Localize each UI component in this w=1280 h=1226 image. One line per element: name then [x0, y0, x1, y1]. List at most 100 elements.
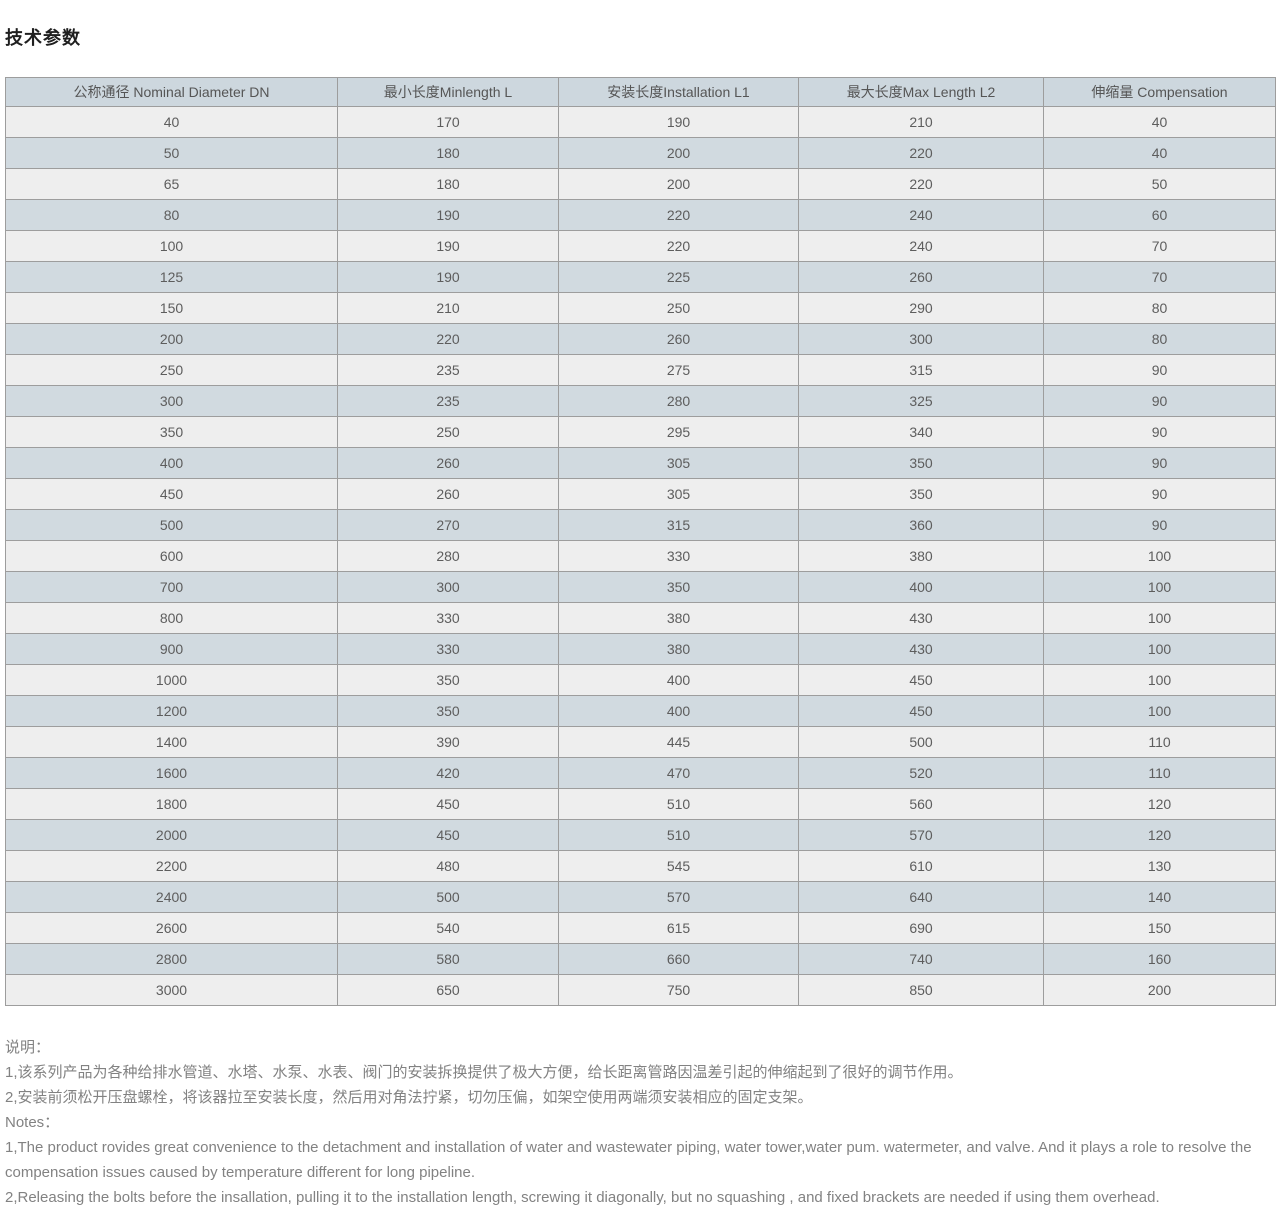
table-cell: 100 — [1043, 540, 1276, 572]
notes-cn-item-2: 2,安装前须松开压盘螺栓，将该器拉至安装长度，然后用对角法拧紧，切勿压偏，如架空… — [5, 1089, 813, 1106]
table-cell: 235 — [337, 385, 559, 417]
table-cell: 280 — [558, 385, 799, 417]
table-cell: 420 — [337, 757, 559, 789]
table-cell: 280 — [337, 540, 559, 572]
table-cell: 180 — [337, 168, 559, 200]
table-row: 150 210 250 290 80 — [5, 292, 1276, 324]
table-cell: 1000 — [5, 664, 338, 696]
table-cell: 380 — [558, 602, 799, 634]
table-cell: 510 — [558, 819, 799, 851]
table-cell: 250 — [5, 354, 338, 386]
table-row: 1400 390 445 500 110 — [5, 726, 1276, 758]
table-cell: 640 — [798, 881, 1044, 913]
table-cell: 110 — [1043, 757, 1276, 789]
table-cell: 330 — [337, 633, 559, 665]
table-cell: 200 — [558, 168, 799, 200]
table-cell: 615 — [558, 912, 799, 944]
table-cell: 190 — [337, 230, 559, 262]
table-cell: 1400 — [5, 726, 338, 758]
table-row: 600 280 330 380 100 — [5, 540, 1276, 572]
table-cell: 90 — [1043, 509, 1276, 541]
table-cell: 40 — [1043, 106, 1276, 138]
table-cell: 2200 — [5, 850, 338, 882]
table-cell: 140 — [1043, 881, 1276, 913]
table-row: 65 180 200 220 50 — [5, 168, 1276, 200]
table-cell: 560 — [798, 788, 1044, 820]
table-cell: 65 — [5, 168, 338, 200]
table-cell: 270 — [337, 509, 559, 541]
table-cell: 520 — [798, 757, 1044, 789]
table-row: 200 220 260 300 80 — [5, 323, 1276, 355]
table-cell: 340 — [798, 416, 1044, 448]
table-cell: 500 — [798, 726, 1044, 758]
table-cell: 360 — [798, 509, 1044, 541]
table-cell: 40 — [1043, 137, 1276, 169]
table-cell: 260 — [558, 323, 799, 355]
table-cell: 120 — [1043, 788, 1276, 820]
table-cell: 120 — [1043, 819, 1276, 851]
table-cell: 125 — [5, 261, 338, 293]
table-cell: 850 — [798, 974, 1044, 1006]
table-cell: 70 — [1043, 230, 1276, 262]
table-cell: 200 — [558, 137, 799, 169]
table-cell: 260 — [337, 478, 559, 510]
table-cell: 540 — [337, 912, 559, 944]
table-cell: 450 — [798, 695, 1044, 727]
table-cell: 300 — [337, 571, 559, 603]
table-cell: 390 — [337, 726, 559, 758]
table-cell: 80 — [5, 199, 338, 231]
table-cell: 70 — [1043, 261, 1276, 293]
table-cell: 480 — [337, 850, 559, 882]
table-cell: 275 — [558, 354, 799, 386]
table-row: 125 190 225 260 70 — [5, 261, 1276, 293]
table-header-cell: 伸缩量 Compensation — [1043, 77, 1276, 107]
table-cell: 3000 — [5, 974, 338, 1006]
table-cell: 50 — [5, 137, 338, 169]
table-cell: 2400 — [5, 881, 338, 913]
table-cell: 300 — [798, 323, 1044, 355]
table-cell: 300 — [5, 385, 338, 417]
table-cell: 750 — [558, 974, 799, 1006]
table-cell: 690 — [798, 912, 1044, 944]
table-cell: 150 — [1043, 912, 1276, 944]
table-header-cell: 安装长度Installation L1 — [558, 77, 799, 107]
table-cell: 180 — [337, 137, 559, 169]
table-cell: 800 — [5, 602, 338, 634]
table-cell: 170 — [337, 106, 559, 138]
table-cell: 290 — [798, 292, 1044, 324]
table-row: 80 190 220 240 60 — [5, 199, 1276, 231]
table-cell: 100 — [1043, 695, 1276, 727]
table-row: 1200 350 400 450 100 — [5, 695, 1276, 727]
table-cell: 350 — [5, 416, 338, 448]
table-cell: 545 — [558, 850, 799, 882]
table-row: 350 250 295 340 90 — [5, 416, 1276, 448]
table-cell: 305 — [558, 478, 799, 510]
table-cell: 90 — [1043, 416, 1276, 448]
table-header-cell: 公称通径 Nominal Diameter DN — [5, 77, 338, 107]
table-cell: 400 — [5, 447, 338, 479]
table-row: 3000 650 750 850 200 — [5, 974, 1276, 1006]
table-cell: 580 — [337, 943, 559, 975]
table-row: 50 180 200 220 40 — [5, 137, 1276, 169]
table-cell: 220 — [558, 230, 799, 262]
table-cell: 225 — [558, 261, 799, 293]
table-cell: 400 — [558, 664, 799, 696]
table-cell: 380 — [558, 633, 799, 665]
table-cell: 40 — [5, 106, 338, 138]
table-row: 900 330 380 430 100 — [5, 633, 1276, 665]
table-cell: 660 — [558, 943, 799, 975]
table-cell: 220 — [798, 137, 1044, 169]
table-row: 2200 480 545 610 130 — [5, 850, 1276, 882]
table-cell: 450 — [5, 478, 338, 510]
table-cell: 330 — [558, 540, 799, 572]
table-row: 700 300 350 400 100 — [5, 571, 1276, 603]
table-cell: 130 — [1043, 850, 1276, 882]
table-row: 100 190 220 240 70 — [5, 230, 1276, 262]
table-cell: 740 — [798, 943, 1044, 975]
table-cell: 610 — [798, 850, 1044, 882]
table-row: 450 260 305 350 90 — [5, 478, 1276, 510]
table-row: 500 270 315 360 90 — [5, 509, 1276, 541]
table-row: 1800 450 510 560 120 — [5, 788, 1276, 820]
